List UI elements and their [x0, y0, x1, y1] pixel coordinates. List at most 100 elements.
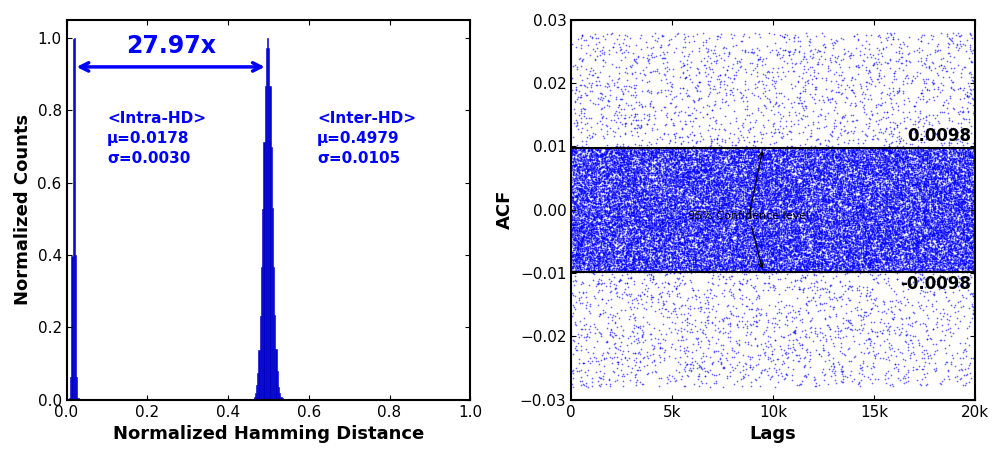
Point — [951, 261, 967, 269]
Point — [590, 328, 606, 335]
Point — [566, 168, 582, 175]
Point — [681, 195, 697, 202]
Point — [674, 250, 690, 258]
Point — [877, 166, 893, 174]
Point — [604, 180, 620, 187]
Point — [867, 215, 883, 222]
Point — [584, 202, 600, 210]
Point — [586, 164, 602, 171]
Point — [953, 375, 969, 382]
Point — [869, 192, 885, 199]
Point — [934, 149, 950, 157]
Point — [785, 199, 801, 207]
Point — [758, 168, 774, 175]
Point — [647, 206, 663, 213]
Point — [961, 197, 977, 205]
Point — [708, 148, 724, 155]
Point — [909, 245, 925, 252]
Point — [567, 201, 583, 208]
Point — [942, 221, 958, 228]
Point — [727, 256, 743, 264]
Point — [754, 150, 770, 158]
Point — [685, 237, 701, 244]
Point — [573, 239, 589, 246]
Point — [819, 235, 835, 242]
Point — [600, 225, 616, 233]
Point — [889, 162, 905, 169]
Point — [636, 217, 652, 224]
Point — [904, 181, 920, 189]
Point — [854, 189, 870, 197]
Point — [873, 315, 889, 322]
Point — [839, 221, 855, 228]
Point — [625, 192, 641, 199]
Point — [618, 234, 634, 241]
Point — [902, 244, 918, 252]
Point — [857, 308, 873, 316]
Point — [663, 211, 679, 218]
Point — [910, 150, 926, 158]
Point — [746, 239, 763, 246]
Point — [823, 206, 839, 213]
Point — [946, 185, 962, 192]
Point — [960, 260, 976, 267]
Point — [929, 187, 945, 195]
Point — [805, 200, 821, 207]
Point — [869, 195, 885, 202]
Point — [776, 164, 792, 171]
Point — [742, 219, 759, 227]
Point — [687, 245, 703, 252]
Point — [812, 171, 828, 178]
Point — [959, 173, 975, 181]
Point — [791, 161, 807, 169]
Point — [909, 238, 925, 245]
Point — [855, 266, 871, 273]
Point — [948, 181, 964, 189]
Point — [728, 178, 744, 185]
Point — [771, 50, 787, 57]
Point — [847, 233, 863, 240]
Point — [771, 32, 787, 39]
Point — [833, 257, 849, 264]
Point — [641, 175, 657, 182]
Point — [798, 191, 814, 198]
Point — [695, 245, 711, 252]
Point — [946, 246, 962, 254]
Point — [737, 219, 754, 227]
Point — [949, 181, 965, 188]
Point — [940, 158, 956, 165]
Point — [845, 154, 861, 162]
Point — [766, 345, 782, 353]
Point — [673, 264, 689, 271]
Point — [864, 165, 880, 172]
Point — [725, 165, 741, 173]
Point — [618, 184, 634, 191]
Point — [869, 261, 885, 269]
Point — [622, 119, 638, 126]
Point — [750, 247, 767, 255]
Point — [770, 102, 786, 110]
Point — [700, 182, 716, 189]
Point — [629, 181, 645, 188]
Point — [959, 265, 975, 272]
Point — [569, 250, 585, 257]
Point — [713, 172, 729, 179]
Point — [611, 184, 627, 191]
Point — [765, 201, 781, 208]
Point — [744, 156, 761, 163]
Point — [701, 207, 717, 214]
Point — [854, 206, 870, 213]
Point — [855, 177, 871, 184]
Point — [950, 208, 966, 216]
Point — [607, 181, 623, 189]
Point — [646, 161, 662, 168]
Point — [817, 196, 833, 203]
Point — [761, 220, 777, 227]
Point — [590, 266, 606, 273]
Point — [628, 238, 644, 245]
Point — [737, 165, 754, 173]
Point — [648, 267, 664, 275]
Point — [709, 160, 725, 167]
Point — [724, 216, 740, 223]
Point — [604, 241, 620, 249]
